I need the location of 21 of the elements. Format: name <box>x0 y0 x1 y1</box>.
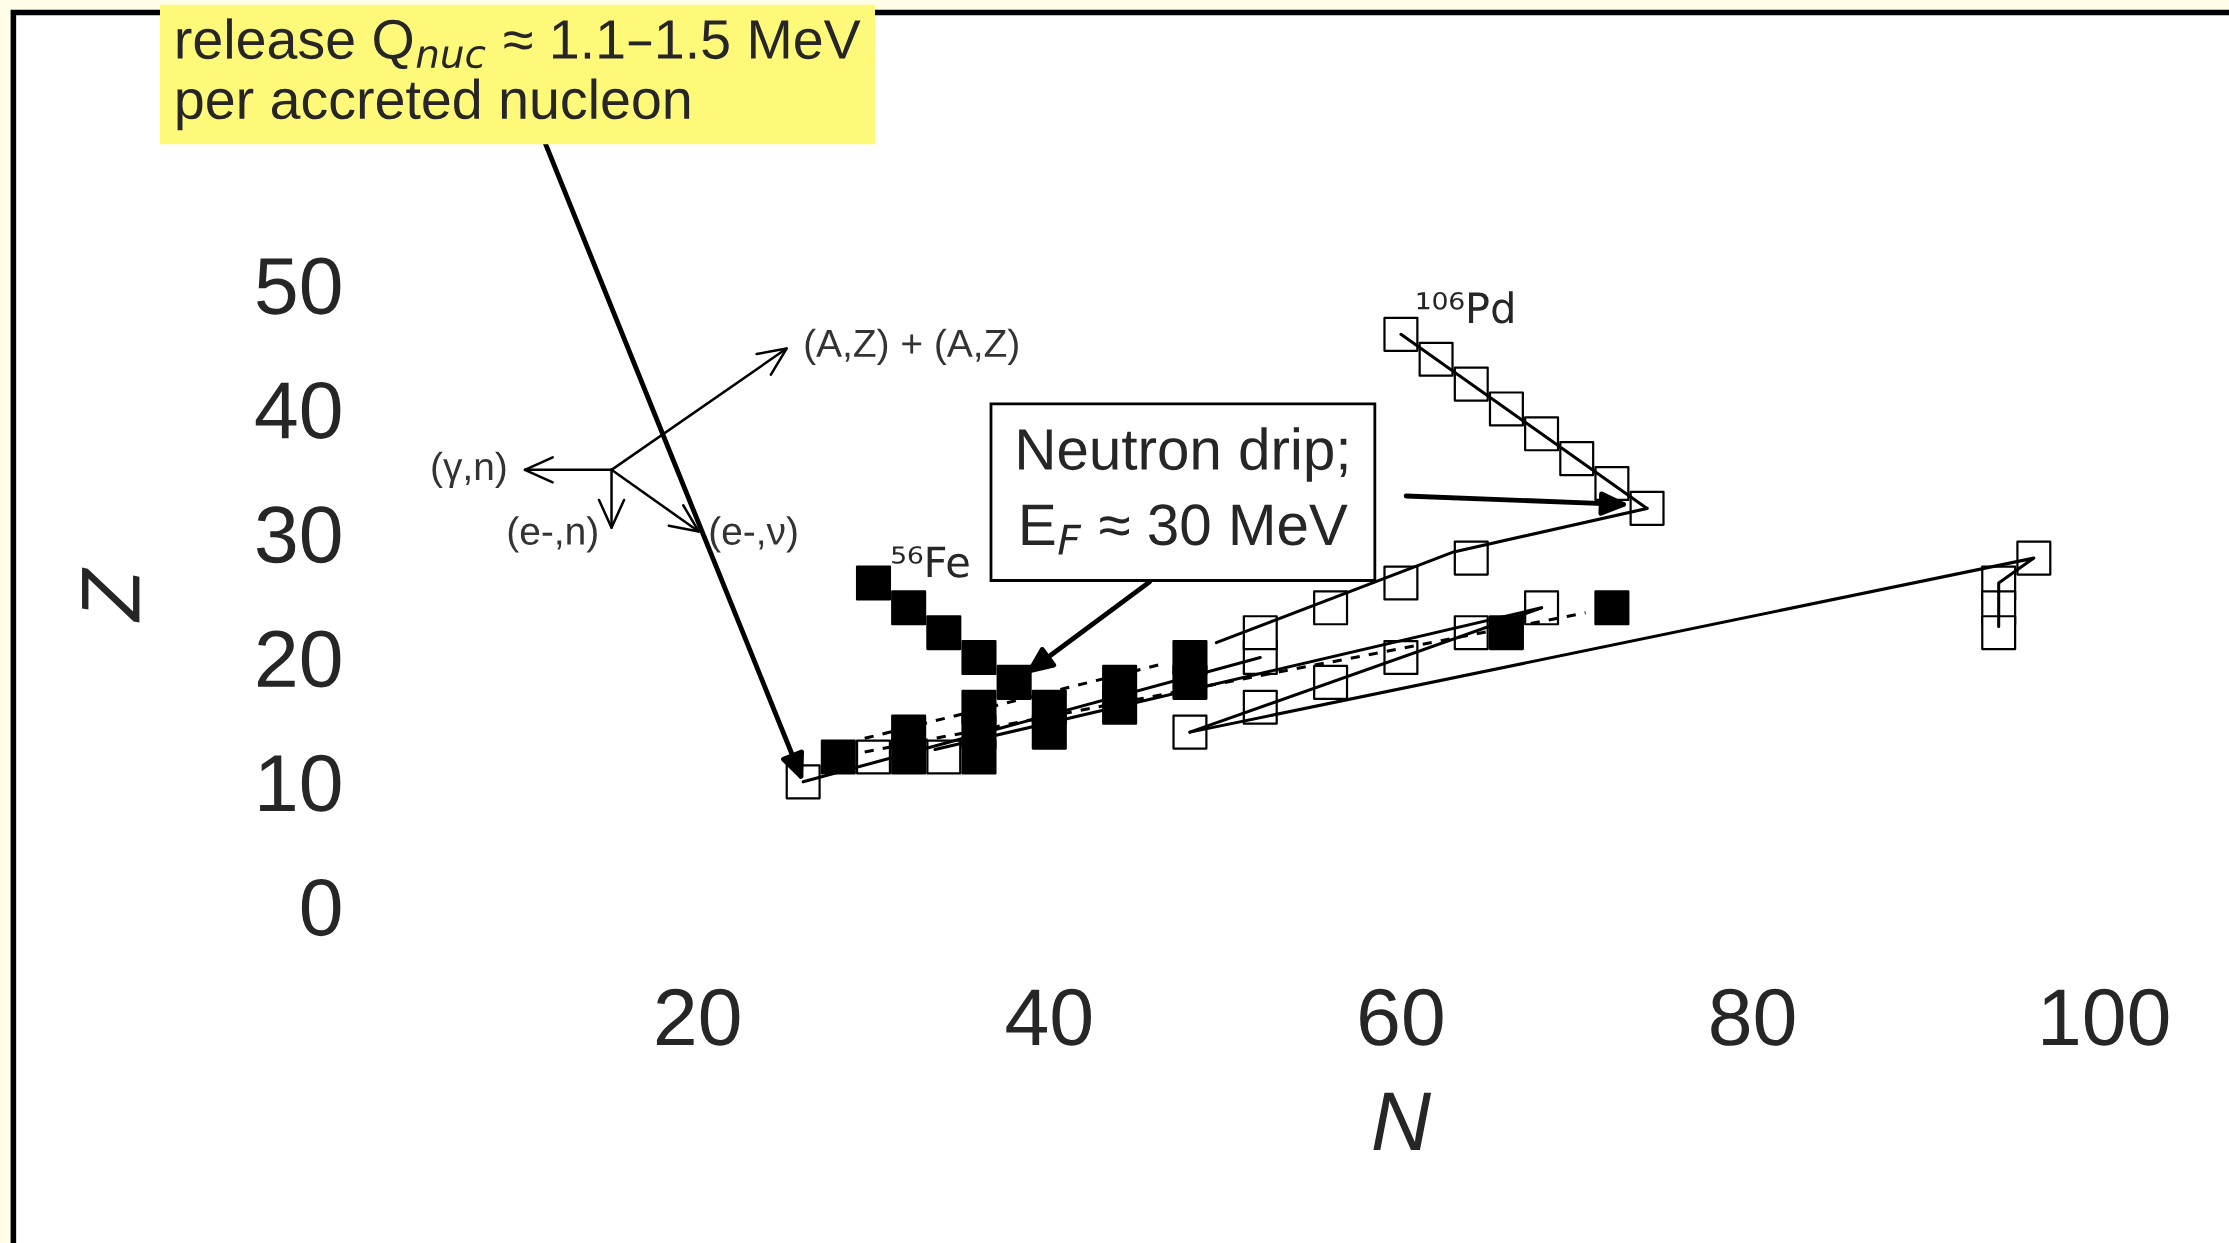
text: (γ,n) <box>432 451 506 488</box>
annotation: (A,Z) + (A,Z) <box>805 328 1018 365</box>
x-tick-label: 20 <box>656 988 740 1046</box>
annotation: ¹⁰⁶Pd <box>1417 291 1513 324</box>
x-tick-label: 60 <box>1360 988 1443 1046</box>
annotation: ⁵⁶Fe <box>892 546 969 578</box>
text: (e-,n) <box>508 516 597 553</box>
annotation: Neutron drip; E$_{F}$ ≈ 30 MeV <box>1019 427 1348 555</box>
y-tick-label: 30 <box>256 506 341 564</box>
y-tick-label: 40 <box>255 381 341 439</box>
y-axis-title: Z <box>82 567 140 623</box>
annotation: release Q$_{nuc}$ ≈ 1.1–1.5 MeV per accreted nucleon <box>177 18 861 131</box>
x-tick-label: 40 <box>1006 988 1091 1046</box>
y-tick-label: 50 <box>257 257 341 315</box>
y-tick-label: 0 <box>301 879 341 937</box>
x-tick-label: 80 <box>1711 988 1795 1046</box>
x-tick-label: 100 <box>2043 988 2169 1046</box>
x-axis-title: N <box>1373 1092 1432 1150</box>
y-tick-label: 10 <box>260 754 341 812</box>
annotation: (e-,ν) <box>710 516 797 553</box>
y-tick-label: 20 <box>257 630 341 688</box>
